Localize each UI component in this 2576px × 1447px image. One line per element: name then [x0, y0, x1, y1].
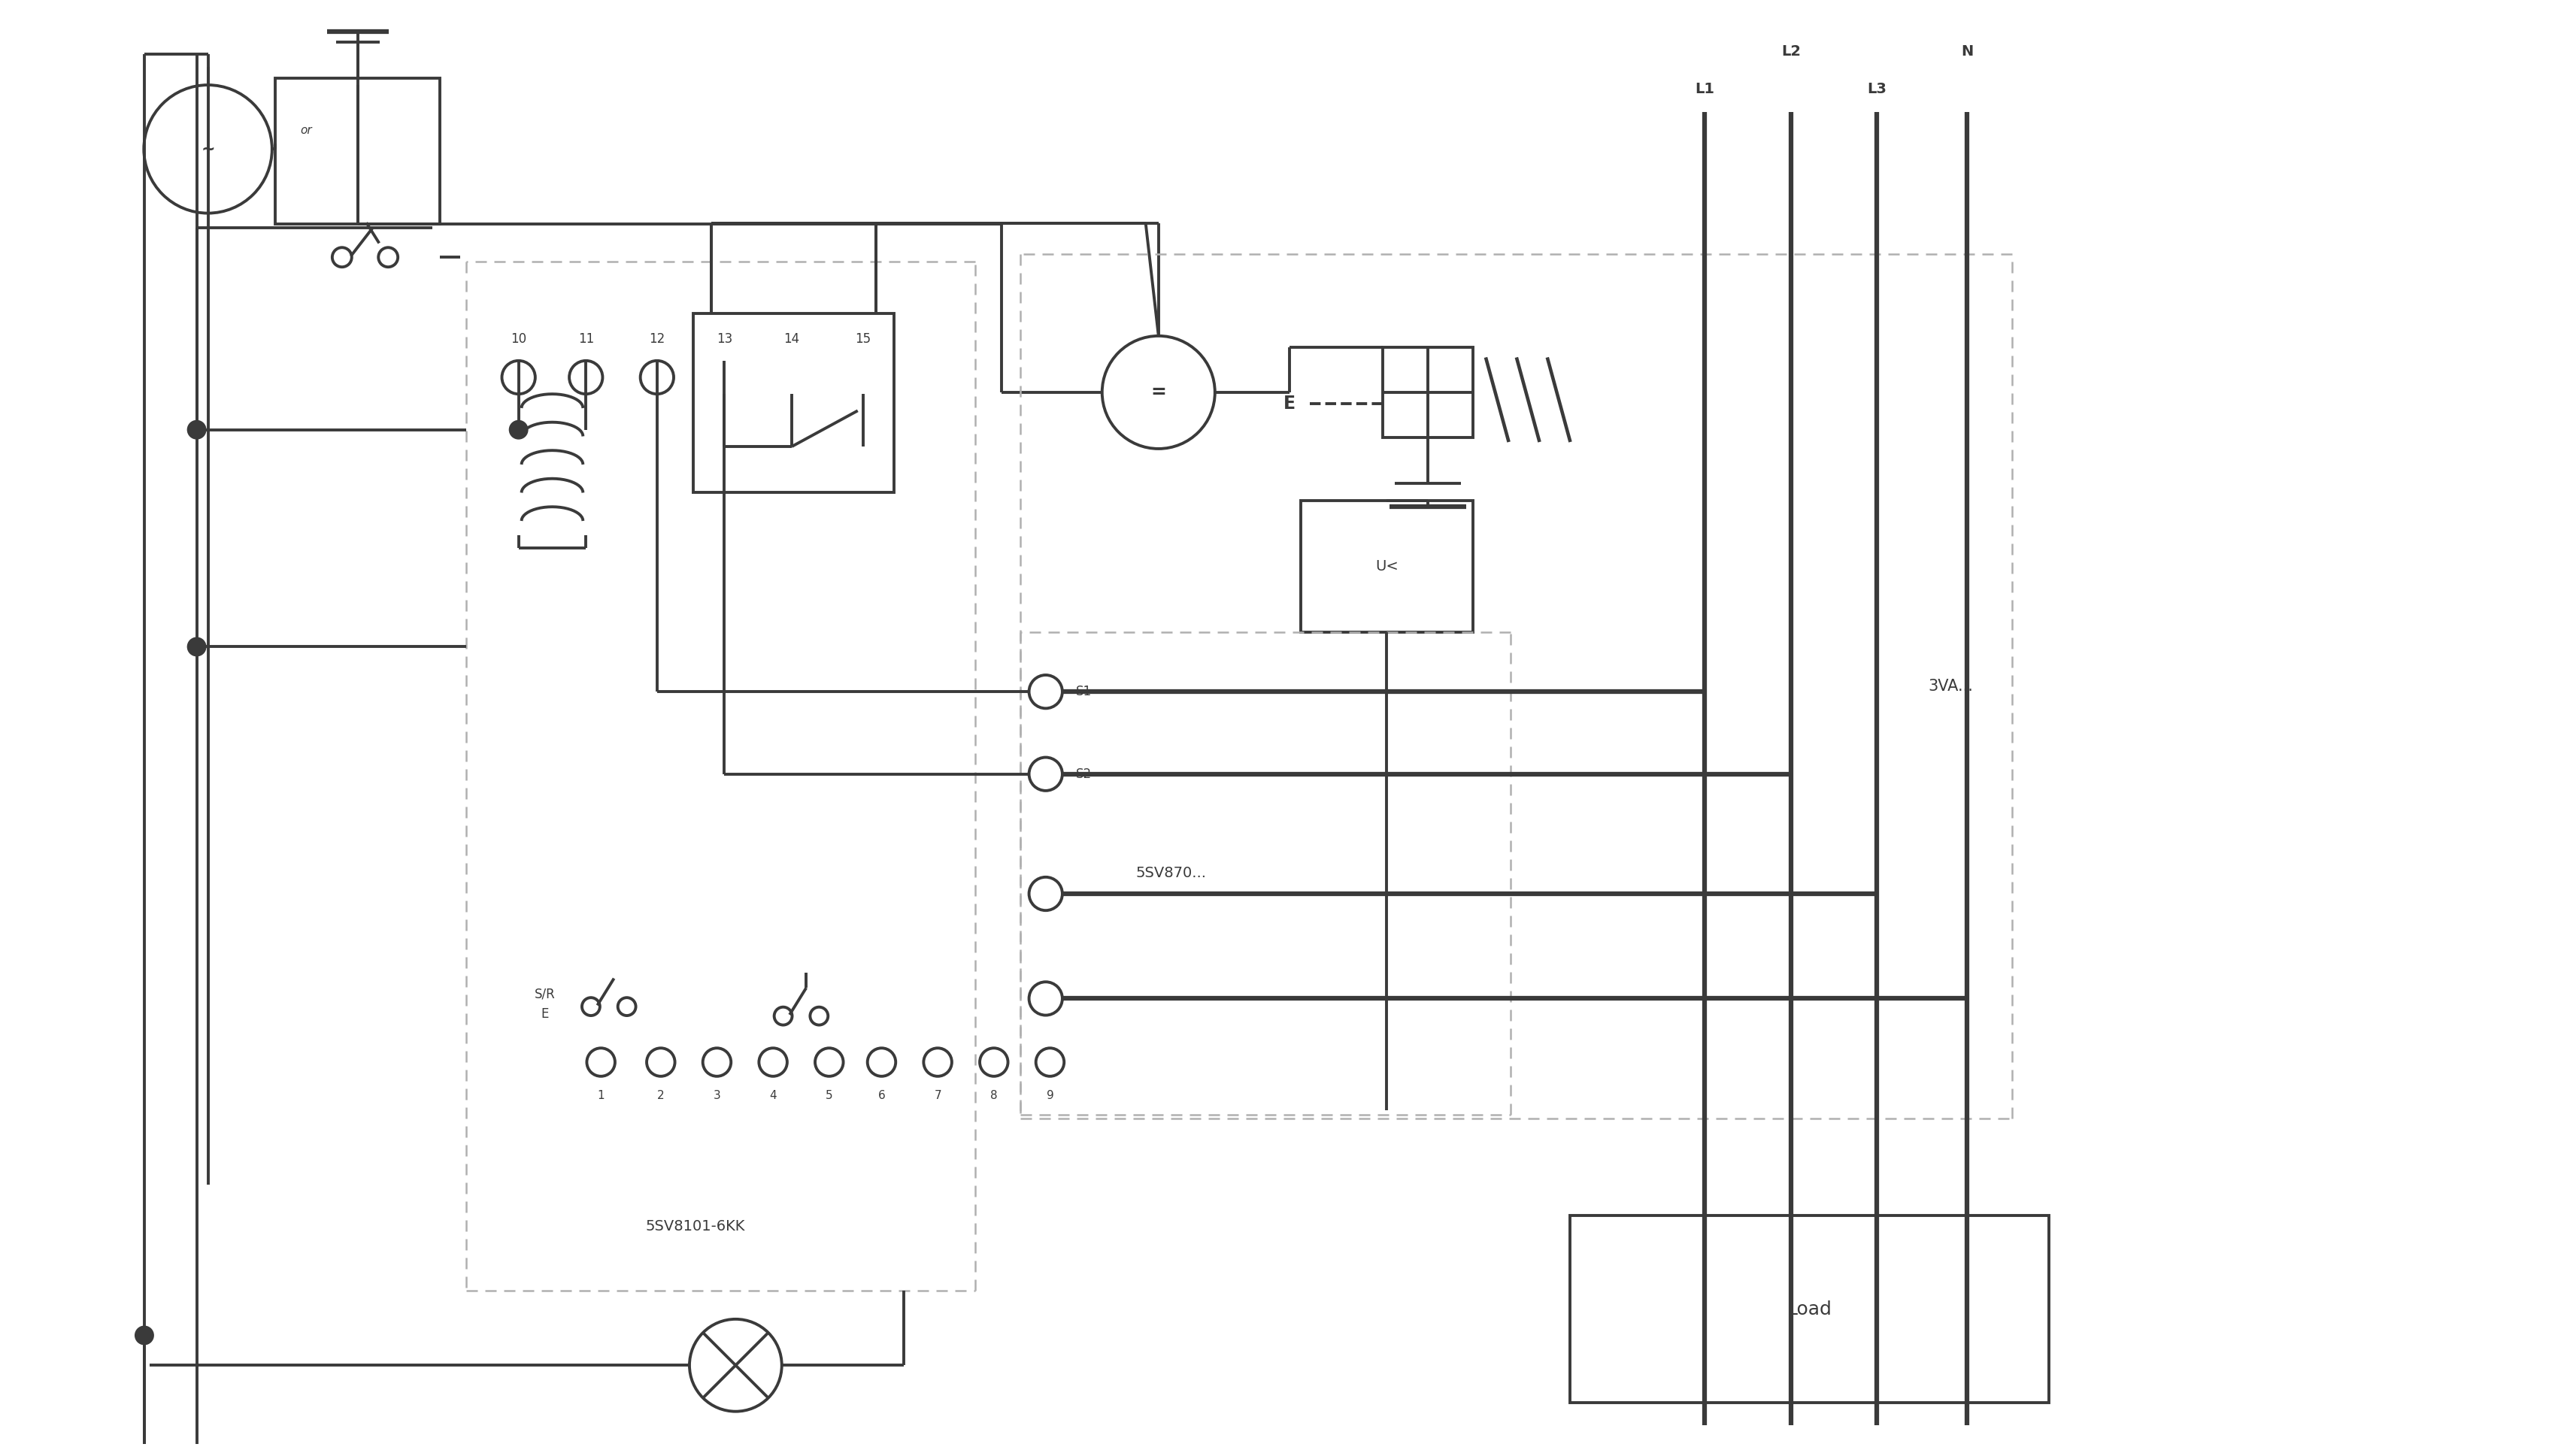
Circle shape [925, 1048, 951, 1077]
Circle shape [1028, 877, 1061, 910]
Circle shape [814, 1048, 842, 1077]
Text: L1: L1 [1695, 82, 1716, 97]
Circle shape [979, 1048, 1007, 1077]
Text: 3: 3 [714, 1090, 721, 1101]
Circle shape [775, 1007, 793, 1024]
Bar [1301, 501, 1473, 632]
Text: U<: U< [1376, 559, 1399, 573]
Bar [1571, 1215, 2048, 1402]
Circle shape [1028, 676, 1061, 709]
Text: E: E [541, 1007, 549, 1022]
Circle shape [332, 247, 353, 268]
Text: 5SV870...: 5SV870... [1136, 867, 1206, 880]
Text: 2: 2 [657, 1090, 665, 1101]
Text: ~: ~ [201, 142, 214, 156]
Circle shape [868, 1048, 896, 1077]
Bar [1383, 347, 1473, 437]
Circle shape [618, 997, 636, 1016]
Circle shape [569, 360, 603, 394]
Circle shape [379, 247, 397, 268]
Text: 6: 6 [878, 1090, 886, 1101]
Circle shape [775, 360, 809, 394]
Text: 10: 10 [510, 333, 526, 346]
Text: =: = [1151, 383, 1167, 401]
Circle shape [641, 360, 675, 394]
Text: 12: 12 [649, 333, 665, 346]
Bar [693, 313, 894, 493]
Circle shape [587, 1048, 616, 1077]
Text: 15: 15 [855, 333, 871, 346]
Text: 11: 11 [577, 333, 595, 346]
Text: S2: S2 [1077, 767, 1092, 781]
Text: L3: L3 [1868, 82, 1886, 97]
Circle shape [708, 360, 742, 394]
Circle shape [690, 1320, 781, 1411]
Text: 1: 1 [598, 1090, 605, 1101]
Text: 14: 14 [783, 333, 799, 346]
Circle shape [188, 637, 206, 657]
Circle shape [134, 1325, 155, 1346]
Text: 8: 8 [989, 1090, 997, 1101]
Circle shape [502, 360, 536, 394]
Text: E: E [1283, 395, 1296, 412]
Circle shape [647, 1048, 675, 1077]
Text: 13: 13 [716, 333, 732, 346]
Circle shape [760, 1048, 788, 1077]
Text: 5SV8101-6KK: 5SV8101-6KK [647, 1220, 744, 1233]
Text: 7: 7 [935, 1090, 940, 1101]
Circle shape [1028, 757, 1061, 790]
Circle shape [809, 1007, 827, 1024]
Circle shape [188, 420, 206, 440]
Text: 9: 9 [1046, 1090, 1054, 1101]
Circle shape [845, 360, 878, 394]
Text: L2: L2 [1780, 45, 1801, 59]
Circle shape [582, 997, 600, 1016]
Text: 5: 5 [824, 1090, 832, 1101]
Text: S/R: S/R [533, 987, 556, 1000]
Circle shape [510, 420, 528, 440]
Circle shape [1028, 983, 1061, 1016]
Text: or: or [301, 124, 312, 136]
Text: S1: S1 [1077, 684, 1092, 699]
Circle shape [144, 85, 273, 213]
Circle shape [1103, 336, 1216, 449]
Bar [276, 78, 440, 224]
Text: 3VA...: 3VA... [1929, 679, 1973, 693]
Text: 4: 4 [770, 1090, 775, 1101]
Text: Load: Load [1788, 1301, 1832, 1318]
Circle shape [703, 1048, 732, 1077]
Circle shape [1036, 1048, 1064, 1077]
Text: N: N [1960, 45, 1973, 59]
